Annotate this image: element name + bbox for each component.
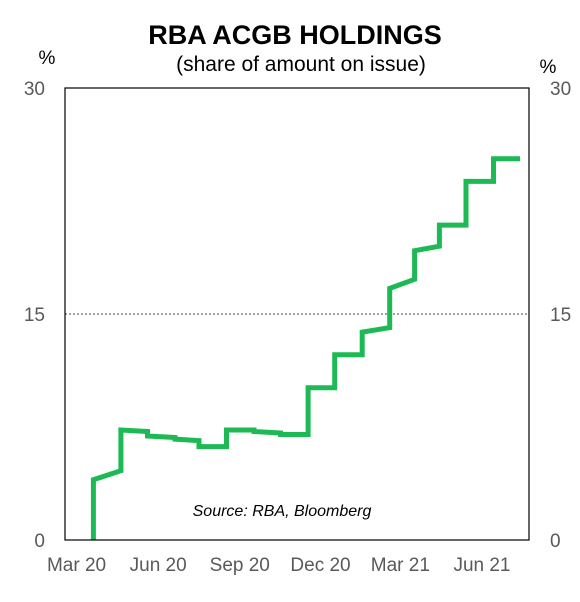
x-tick-label: Jun 20 xyxy=(130,555,187,576)
source-annotation: Source: RBA, Bloomberg xyxy=(193,503,372,520)
x-tick-label: Mar 21 xyxy=(371,555,430,576)
x-tick-label: Jun 21 xyxy=(453,555,510,576)
y-tick-label-right: 15 xyxy=(550,305,571,326)
y-tick-label-right: 0 xyxy=(550,531,561,552)
series-line-0 xyxy=(90,156,521,540)
series-layer xyxy=(90,156,521,540)
x-tick-labels: Mar 20 Jun 20 Sep 20 Dec 20 Mar 21 Jun 21 xyxy=(47,555,511,576)
y-unit-right: % xyxy=(540,57,557,78)
chart-title: RBA ACGB HOLDINGS xyxy=(148,20,442,50)
y-tick-labels-left: 0 15 30 xyxy=(24,79,45,552)
y-tick-labels-right: 0 15 30 xyxy=(550,79,571,552)
y-unit-left: % xyxy=(39,48,56,69)
x-tick-label: Dec 20 xyxy=(290,555,350,576)
y-tick-label-left: 30 xyxy=(24,79,45,100)
chart-subtitle: (share of amount on issue) xyxy=(176,53,426,76)
y-tick-label-left: 15 xyxy=(24,305,45,326)
y-tick-label-left: 0 xyxy=(34,531,45,552)
x-tick-label: Mar 20 xyxy=(47,555,106,576)
y-tick-label-right: 30 xyxy=(550,79,571,100)
x-tick-label: Sep 20 xyxy=(210,555,270,576)
plot-frame xyxy=(64,87,530,541)
